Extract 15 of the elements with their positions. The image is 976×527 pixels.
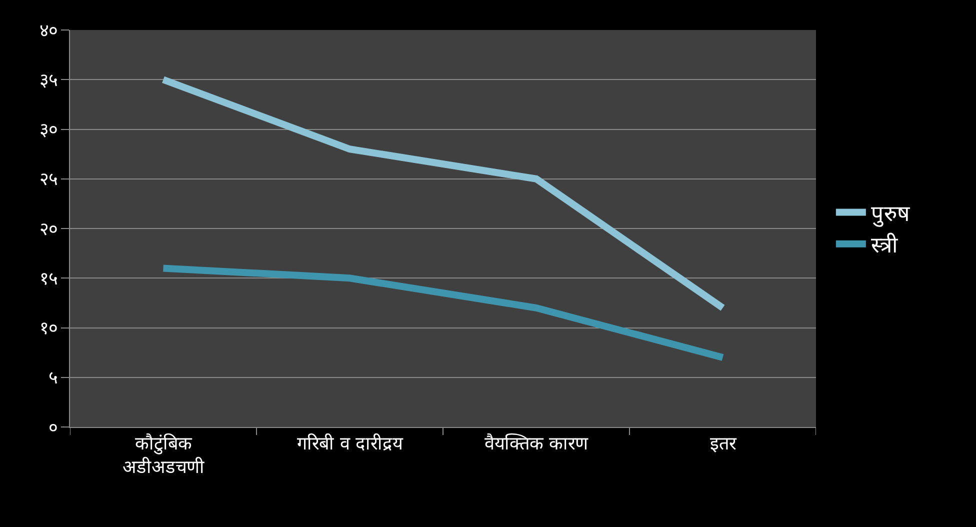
legend-label: स्त्री <box>870 232 898 258</box>
y-tick-label: २५ <box>39 169 58 190</box>
y-tick-label: १० <box>39 318 58 340</box>
legend-label: पुरुष <box>870 202 911 227</box>
y-tick-label: ३० <box>39 120 58 141</box>
x-tick-label: कौटुंबिक अडीअडचणी <box>122 432 204 478</box>
y-tick-label: २० <box>39 218 58 240</box>
y-tick-label: ० <box>48 417 58 438</box>
y-tick-label: १५ <box>39 268 58 290</box>
y-tick-label: ४० <box>39 20 58 42</box>
x-tick-label: गरिबी व दारीद्रय <box>297 432 404 455</box>
x-tick-label: इतर <box>710 434 737 455</box>
x-tick-label: वैयक्तिक कारण <box>484 432 590 455</box>
y-tick-label: ५ <box>48 368 58 389</box>
y-tick-label: ३५ <box>39 70 58 91</box>
